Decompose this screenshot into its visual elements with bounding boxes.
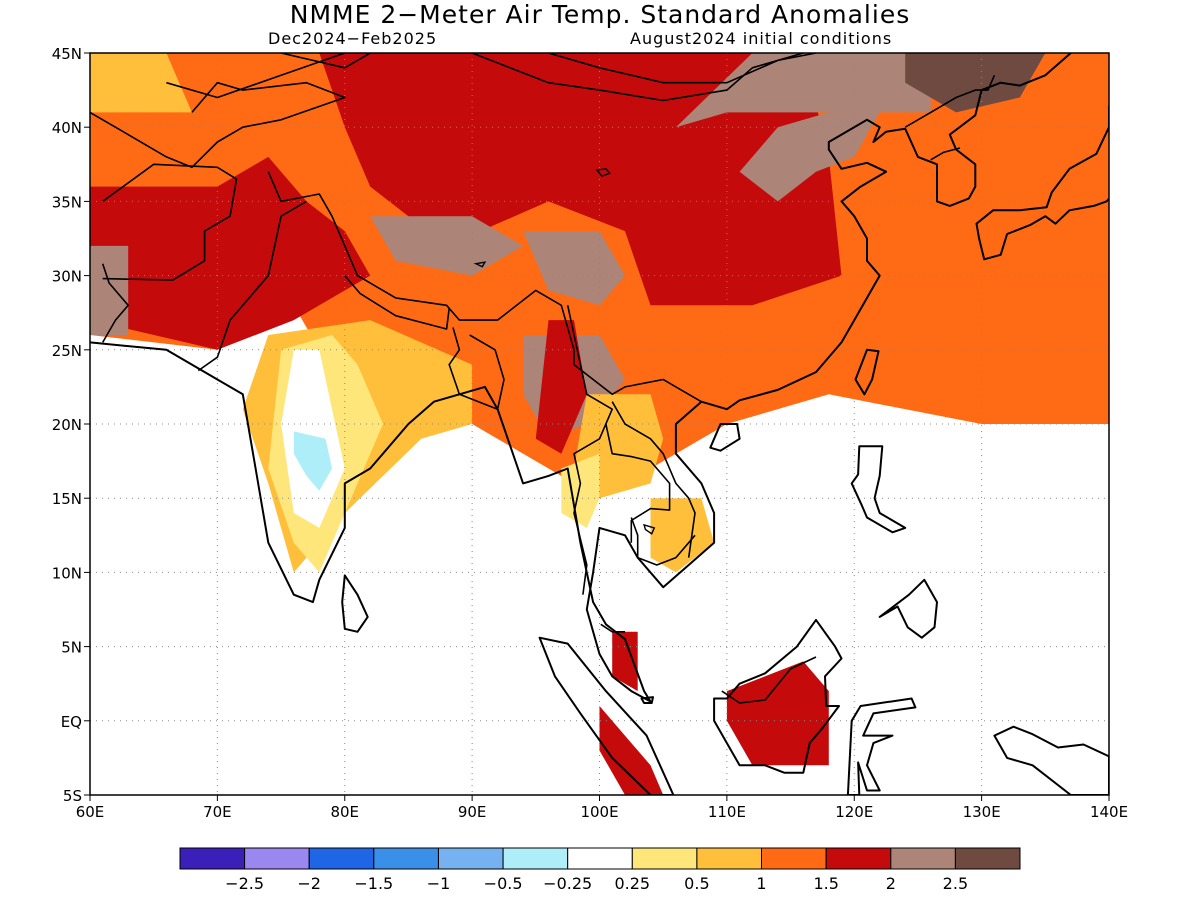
border-laos-vietnam xyxy=(611,401,696,558)
border-nepal xyxy=(344,275,450,330)
anomaly-region-10 xyxy=(370,216,524,276)
colorbar-label: 1.5 xyxy=(813,874,838,893)
border-dmz xyxy=(930,147,961,161)
anomaly-region-7 xyxy=(293,431,332,491)
colorbar-label: 0.5 xyxy=(684,874,709,893)
colorbar-label: −1 xyxy=(427,874,451,893)
anomaly-region-15 xyxy=(726,661,829,766)
border-bangladesh xyxy=(448,327,505,411)
anomaly-region-8 xyxy=(675,53,931,202)
coastline-luzon xyxy=(850,445,907,534)
lat-tick-label: 15N xyxy=(52,490,82,508)
anomaly-region-20 xyxy=(561,453,600,528)
lat-tick-label: 35N xyxy=(52,193,82,211)
lake-balkhash xyxy=(268,31,332,44)
border-myanmar-east xyxy=(566,305,614,595)
lon-tick-label: 130E xyxy=(963,803,1001,821)
lake-namtso xyxy=(473,261,487,268)
coastline-sulawesi xyxy=(846,697,917,795)
colorbar-label: −2 xyxy=(297,874,321,893)
colorbar-swatch xyxy=(761,847,827,870)
colorbar: −2.5 −2 −1.5 −1 −0.5 −0.25 0.25 0.5 1 1.5 2 2.5 xyxy=(179,847,1021,893)
border-cambodia xyxy=(630,517,696,566)
coastline-mindanao xyxy=(878,578,938,639)
colorbar-label: −0.5 xyxy=(484,874,523,893)
lat-tick-label: EQ xyxy=(61,713,82,731)
border-himalaya xyxy=(267,171,702,403)
lon-tick-label: 90E xyxy=(458,803,487,821)
lon-tick-label: 100E xyxy=(580,803,618,821)
colorbar-swatch xyxy=(825,847,892,870)
initial-conditions: August2024 initial conditions xyxy=(630,29,893,48)
lon-tick-label: 120E xyxy=(835,803,873,821)
border-kazakh xyxy=(166,53,346,99)
border-central-asia xyxy=(90,81,346,169)
colorbar-label: 0.25 xyxy=(614,874,650,893)
lat-tick-label: 10N xyxy=(52,564,82,582)
lat-tick-label: 5S xyxy=(63,787,82,805)
anomaly-region-11 xyxy=(523,231,625,306)
lon-tick-label: 80E xyxy=(330,803,359,821)
coastline-new-guinea xyxy=(993,725,1109,795)
coastline-sri-lanka xyxy=(341,574,369,633)
border-mongolia-south xyxy=(548,53,817,84)
lat-tick-label: 20N xyxy=(52,416,82,434)
border-thai-laos xyxy=(605,423,671,543)
colorbar-swatch xyxy=(567,847,633,870)
anomaly-region-16 xyxy=(599,706,664,795)
colorbar-swatch xyxy=(502,847,569,870)
coastline-malay-tip xyxy=(640,696,654,704)
border-china-north xyxy=(280,53,804,102)
border-pakistan-india xyxy=(197,200,307,372)
coastline-sumatra xyxy=(538,636,675,795)
coastline-taiwan xyxy=(854,348,880,396)
lat-tick-label: 40N xyxy=(52,119,82,137)
colorbar-label: −2.5 xyxy=(225,874,264,893)
forecast-period: Dec2024−Feb2025 xyxy=(268,29,438,48)
lat-lon-grid xyxy=(90,53,1109,795)
anomaly-region-3 xyxy=(90,53,192,113)
colorbar-label: 1 xyxy=(756,874,766,893)
border-thai-malay xyxy=(600,623,625,633)
coastline-japan xyxy=(975,105,1109,261)
lake-qinghai-lake xyxy=(595,168,611,178)
colorbar-label: −0.25 xyxy=(543,874,592,893)
colorbar-swatch xyxy=(890,847,956,870)
border-korea-china xyxy=(904,74,996,128)
lat-tick-label: 30N xyxy=(52,268,82,286)
axis-ticks: 60E 70E 80E 90E 100E 110E 120E 130E 140E 45N 40N 35… xyxy=(52,45,1128,821)
lon-tick-label: 110E xyxy=(708,803,746,821)
colorbar-swatch xyxy=(696,847,763,870)
border-borneo-border xyxy=(721,656,817,704)
colorbar-label: −1.5 xyxy=(354,874,393,893)
lat-tick-label: 45N xyxy=(52,45,82,63)
coastlines xyxy=(90,31,1109,795)
colorbar-swatch xyxy=(244,847,310,870)
anomaly-region-19 xyxy=(650,498,715,573)
coastline-indian-subcontinent xyxy=(90,53,1072,703)
anomaly-region-9 xyxy=(905,53,1046,113)
lon-tick-label: 140E xyxy=(1090,803,1128,821)
lake-tonle-sap xyxy=(643,523,656,535)
colorbar-swatch xyxy=(438,847,504,870)
colorbar-swatch xyxy=(373,847,439,870)
coastline-hainan xyxy=(709,423,741,452)
anomaly-region-13 xyxy=(90,245,129,335)
colorbar-label: 2.5 xyxy=(943,874,968,893)
coastline-borneo xyxy=(713,618,843,774)
border-iran-east xyxy=(101,263,129,343)
map-title: NMME 2−Meter Air Temp. Standard Anomalie… xyxy=(289,0,911,29)
lon-tick-label: 70E xyxy=(203,803,232,821)
lat-tick-label: 25N xyxy=(52,342,82,360)
colorbar-swatch xyxy=(631,847,698,870)
colorbar-swatch xyxy=(954,847,1021,870)
colorbar-swatch xyxy=(308,847,375,870)
colorbar-label: 2 xyxy=(886,874,896,893)
colorbar-swatch xyxy=(179,847,246,870)
lon-tick-label: 60E xyxy=(76,803,105,821)
lat-tick-label: 5N xyxy=(61,639,82,657)
border-afghanistan xyxy=(102,163,238,281)
